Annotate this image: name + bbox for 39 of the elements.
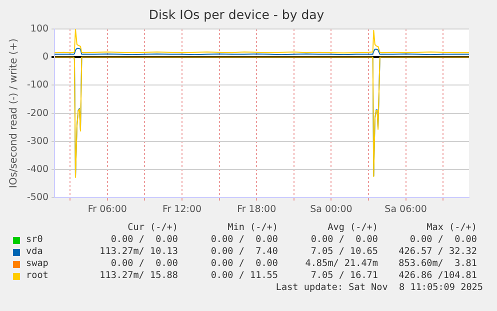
text: 0.00 / 7.40 bbox=[210, 246, 278, 257]
text: 426.57 / 32.32 bbox=[398, 246, 477, 257]
x-tick-label: Fr 18:00 bbox=[237, 204, 276, 215]
text: Cur (-/+) bbox=[128, 222, 178, 233]
y-tick-label: -300 bbox=[27, 136, 49, 147]
text: 0.00 / 0.00 bbox=[110, 258, 178, 269]
text: 0.00 / 11.55 bbox=[210, 270, 278, 281]
legend-label: vda bbox=[26, 246, 43, 257]
text: 426.86 /104.81 bbox=[398, 270, 477, 281]
legend-label: swap bbox=[26, 258, 48, 269]
text: 7.05 / 10.65 bbox=[310, 246, 378, 257]
text: 4.85m/ 21.47m bbox=[305, 258, 378, 269]
text: 7.05 / 16.71 bbox=[310, 270, 378, 281]
y-tick-label: -200 bbox=[27, 108, 49, 119]
x-tick-label: Fr 12:00 bbox=[162, 204, 202, 215]
text: 113.27m/ 10.13 bbox=[100, 246, 178, 257]
text: 0.00 / 0.00 bbox=[410, 234, 477, 245]
text: Max (-/+) bbox=[426, 222, 477, 233]
text: 0.00 / 0.00 bbox=[310, 234, 378, 245]
text: Min (-/+) bbox=[228, 222, 278, 233]
text: 113.27m/ 15.88 bbox=[100, 270, 178, 281]
x-tick-label: Sa 06:00 bbox=[384, 204, 427, 215]
y-tick-label: -100 bbox=[27, 80, 49, 91]
y-tick-label: 0 bbox=[42, 52, 49, 63]
text: Avg (-/+) bbox=[328, 222, 378, 233]
text: 0.00 / 0.00 bbox=[210, 258, 278, 269]
y-tick-label: -500 bbox=[27, 192, 49, 204]
y-axis-title: IOs/second read (-) / write (+) bbox=[8, 38, 20, 188]
text: Last update: Sat Nov 8 11:05:09 2025 bbox=[276, 282, 483, 293]
chart-title: Disk IOs per device - by day bbox=[148, 6, 325, 22]
legend-label: root bbox=[26, 270, 48, 281]
text: 853.60m/ 3.81 bbox=[398, 258, 477, 269]
text: 0.00 / 0.00 bbox=[110, 234, 178, 245]
y-tick-label: -400 bbox=[27, 164, 49, 175]
legend-label: sr0 bbox=[26, 234, 43, 245]
x-tick-label: Sa 00:00 bbox=[310, 204, 352, 215]
x-tick-label: Fr 06:00 bbox=[88, 204, 127, 215]
y-tick-label: 100 bbox=[30, 23, 49, 34]
text: 0.00 / 0.00 bbox=[210, 234, 278, 245]
